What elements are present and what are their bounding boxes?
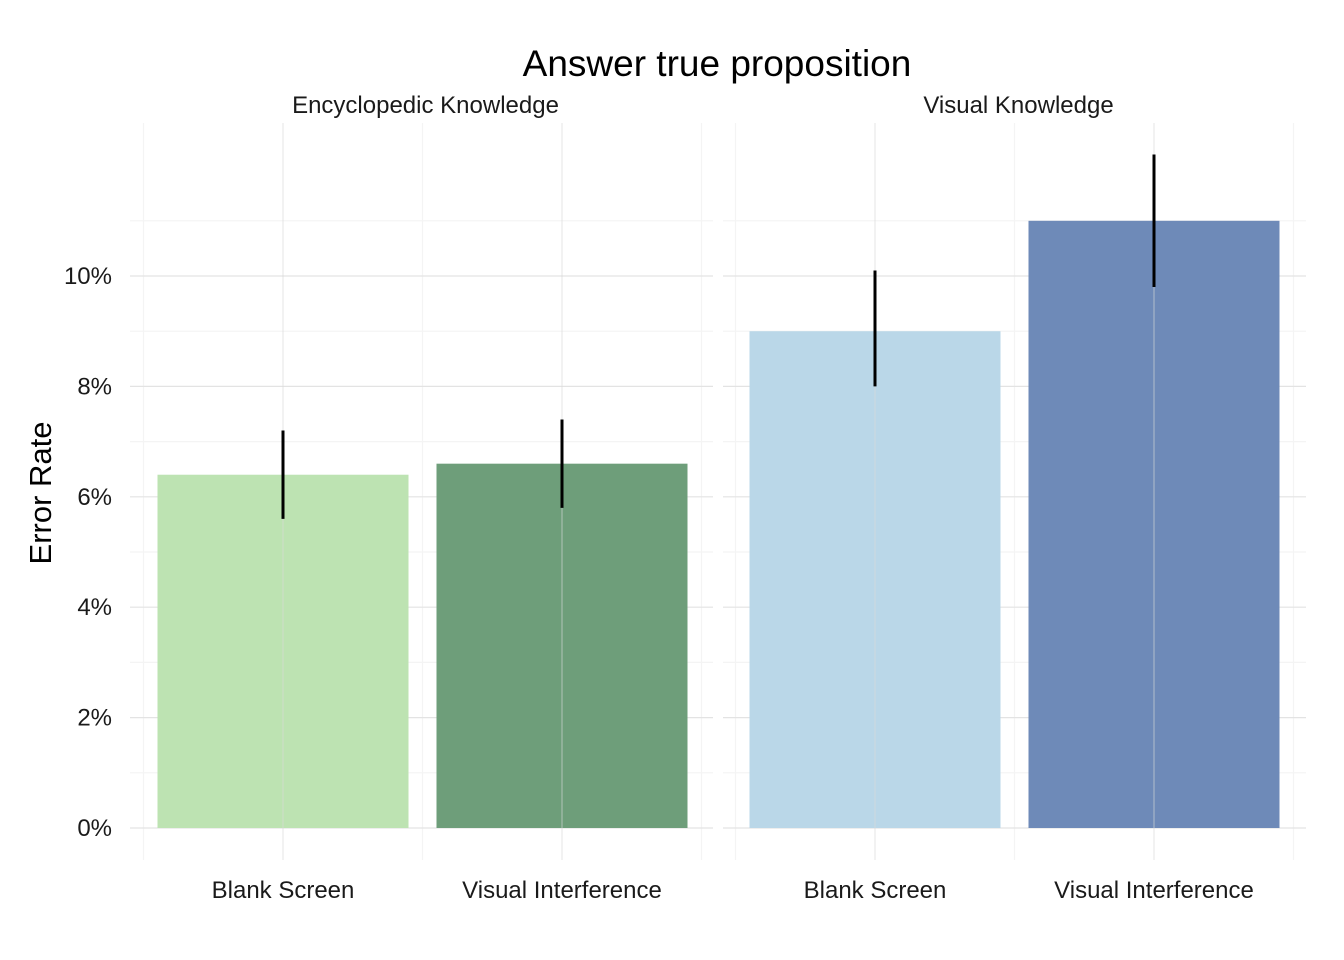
x-tick-label: Visual Interference xyxy=(1054,877,1254,904)
y-tick-label: 10% xyxy=(64,263,112,290)
x-tick-label: Blank Screen xyxy=(212,877,355,904)
y-tick-label: 2% xyxy=(77,705,112,732)
y-tick-labels: 0% 2% 4% 6% 8% 10% xyxy=(64,263,112,842)
x-tick-label: Visual Interference xyxy=(462,877,662,904)
y-tick-label: 8% xyxy=(77,373,112,400)
x-tick-label: Blank Screen xyxy=(804,877,947,904)
panel-strip-label: Encyclopedic Knowledge xyxy=(292,92,559,119)
y-tick-label: 6% xyxy=(77,484,112,511)
y-tick-label: 4% xyxy=(77,594,112,621)
y-axis-label: Error Rate xyxy=(23,422,58,565)
panel: Encyclopedic Knowledge Blank Screen Visual… xyxy=(130,92,713,904)
panel: Visual Knowledge Blank Screen Visual Inter… xyxy=(723,92,1306,904)
panel-strip-label: Visual Knowledge xyxy=(923,92,1113,119)
chart-title: Answer true proposition xyxy=(523,43,912,84)
y-tick-label: 0% xyxy=(77,815,112,842)
